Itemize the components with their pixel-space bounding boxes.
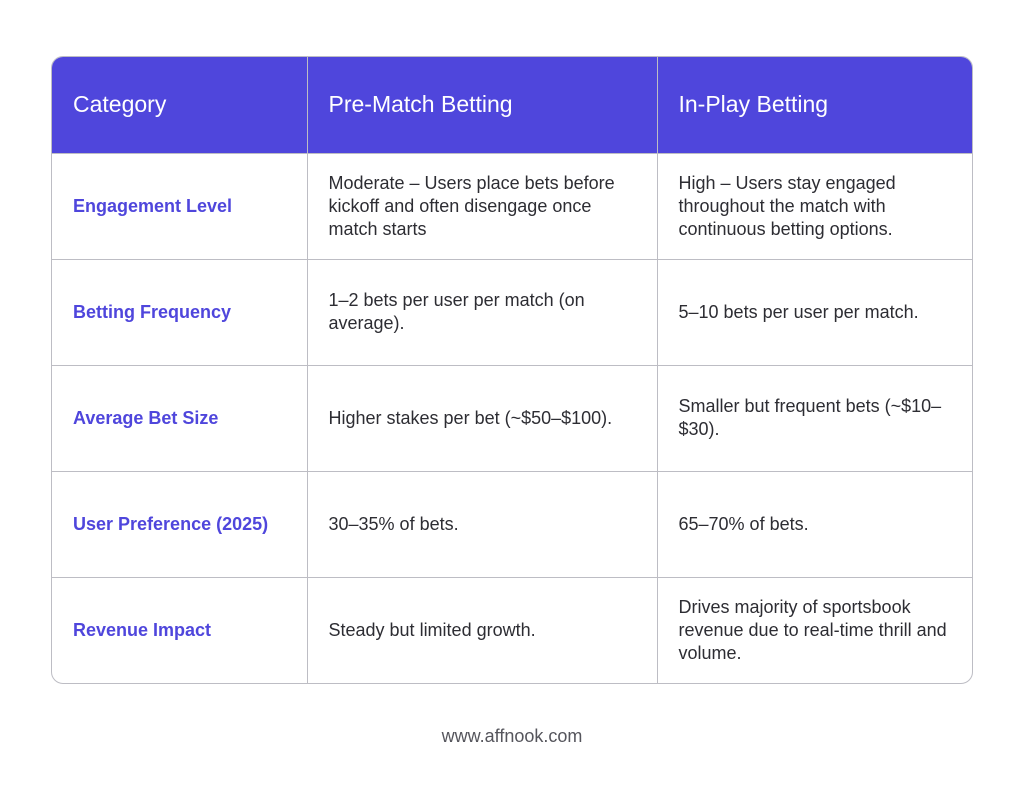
row-category: User Preference (2025) <box>52 470 308 577</box>
row-pre-match: Higher stakes per bet (~$50–$100). <box>307 364 658 471</box>
row-in-play: Smaller but frequent bets (~$10–$30). <box>657 364 972 471</box>
row-category: Revenue Impact <box>52 576 308 683</box>
row-pre-match: Steady but limited growth. <box>307 576 658 683</box>
footer-url: www.affnook.com <box>441 726 583 746</box>
row-category: Betting Frequency <box>52 258 308 365</box>
comparison-table-card: Category Pre-Match Betting In-Play Betti… <box>51 56 973 684</box>
header-in-play: In-Play Betting <box>657 57 972 153</box>
row-pre-match: Moderate – Users place bets before kicko… <box>307 152 658 259</box>
header-category: Category <box>52 57 308 153</box>
table-row: User Preference (2025) 30–35% of bets. 6… <box>52 470 972 577</box>
header-row: Category Pre-Match Betting In-Play Betti… <box>52 57 972 153</box>
row-in-play: 5–10 bets per user per match. <box>657 258 972 365</box>
row-category: Average Bet Size <box>52 364 308 471</box>
row-category: Engagement Level <box>52 152 308 259</box>
row-in-play: Drives majority of sportsbook revenue du… <box>657 576 972 683</box>
table-row: Average Bet Size Higher stakes per bet (… <box>52 364 972 471</box>
table-row: Revenue Impact Steady but limited growth… <box>52 576 972 683</box>
comparison-table: Category Pre-Match Betting In-Play Betti… <box>52 57 972 683</box>
row-pre-match: 1–2 bets per user per match (on average)… <box>307 258 658 365</box>
table-row: Engagement Level Moderate – Users place … <box>52 152 972 259</box>
row-in-play: 65–70% of bets. <box>657 470 972 577</box>
header-pre-match: Pre-Match Betting <box>307 57 658 153</box>
row-in-play: High – Users stay engaged throughout the… <box>657 152 972 259</box>
table-header: Category Pre-Match Betting In-Play Betti… <box>52 57 972 153</box>
table-row: Betting Frequency 1–2 bets per user per … <box>52 258 972 365</box>
table-body: Engagement Level Moderate – Users place … <box>52 152 972 683</box>
row-pre-match: 30–35% of bets. <box>307 470 658 577</box>
